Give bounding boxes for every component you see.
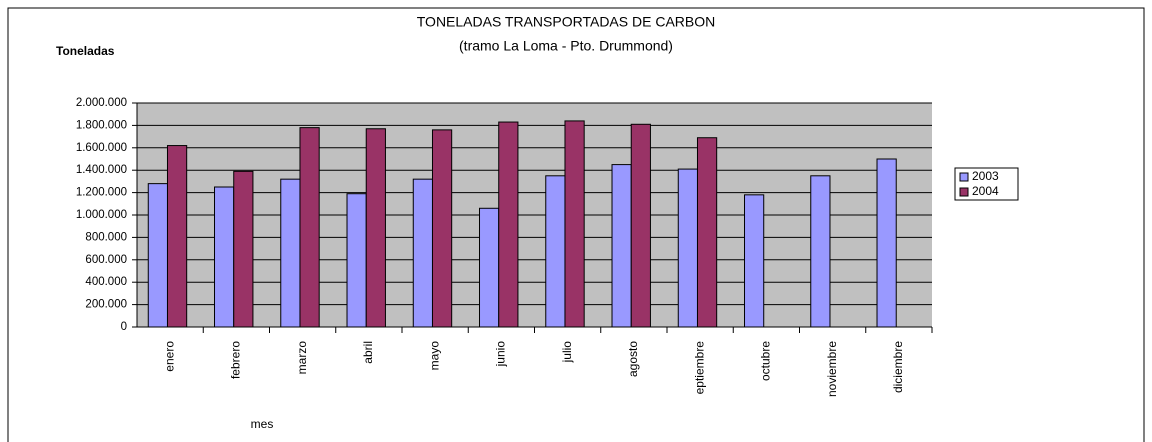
y-tick-label: 1.800.000: [76, 119, 127, 131]
bar: [233, 170, 254, 328]
x-tick-label: junio: [494, 341, 508, 368]
bar: [564, 120, 585, 328]
y-tick-label: 400.000: [85, 276, 127, 288]
chart-title: TONELADAS TRANSPORTADAS DE CARBON: [417, 14, 715, 30]
bar: [431, 129, 453, 328]
legend-label: 2003: [972, 169, 999, 183]
bar: [365, 128, 386, 328]
bar: [677, 168, 698, 328]
x-tick-label: octubre: [759, 341, 773, 381]
legend-swatch: [959, 187, 969, 197]
x-tick-label: noviembre: [825, 341, 839, 397]
bar: [166, 145, 188, 328]
bar: [630, 123, 651, 328]
x-tick-label: mayo: [427, 341, 441, 371]
y-tick-label: 200.000: [85, 299, 127, 311]
y-tick-label: 600.000: [85, 254, 127, 266]
bar: [696, 137, 718, 328]
y-tick-label: 1.200.000: [76, 187, 127, 199]
x-tick-label: enero: [162, 341, 176, 372]
chart-subtitle: (tramo La Loma - Pto. Drummond): [459, 38, 673, 54]
y-tick-label: 0: [121, 321, 127, 333]
x-tick-label: agosto: [626, 341, 640, 377]
bar: [498, 121, 519, 328]
x-tick-label: abril: [361, 341, 375, 364]
x-tick-label: eptiembre: [692, 341, 706, 395]
x-tick-label: febrero: [229, 341, 243, 379]
bar: [479, 207, 500, 328]
bar: [744, 194, 765, 328]
x-tick-label: julio: [560, 341, 574, 364]
y-tick-label: 1.400.000: [76, 164, 127, 176]
legend-swatch: [959, 172, 969, 182]
y-axis-label: Toneladas: [56, 44, 115, 58]
legend-label: 2004: [972, 184, 999, 198]
y-tick-label: 2.000.000: [76, 97, 127, 109]
bar: [214, 186, 235, 328]
y-tick-label: 800.000: [85, 231, 127, 243]
bar: [147, 183, 168, 328]
y-tick-label: 1.600.000: [76, 142, 127, 154]
bar: [280, 178, 301, 328]
bar: [876, 158, 897, 328]
bar: [412, 178, 433, 328]
x-tick-label: diciembre: [891, 341, 905, 393]
y-tick-label: 1.000.000: [76, 209, 127, 221]
x-tick-label: marzo: [295, 341, 309, 375]
bar: [545, 175, 566, 328]
bar: [611, 164, 632, 328]
bar: [299, 127, 320, 328]
bar: [810, 175, 831, 328]
x-axis-label: mes: [251, 417, 274, 431]
bar: [346, 193, 367, 328]
